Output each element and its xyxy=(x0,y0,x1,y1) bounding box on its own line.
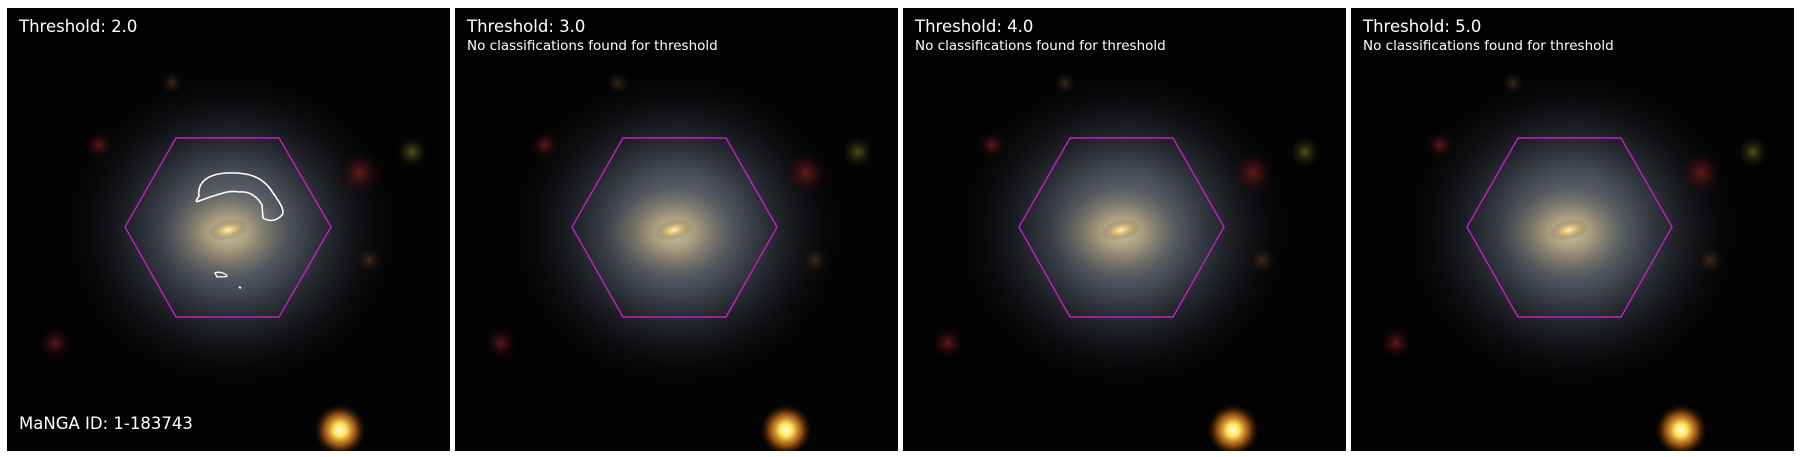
faint-source xyxy=(1501,71,1525,95)
faint-source xyxy=(932,327,964,359)
faint-source xyxy=(1289,136,1321,168)
faint-source xyxy=(39,327,71,359)
image-panel-threshold-2: Threshold: 2.0 MaNGA ID: 1-183743 xyxy=(7,8,450,451)
faint-source xyxy=(1248,246,1276,274)
faint-source xyxy=(396,136,428,168)
image-panel-threshold-3: Threshold: 3.0 No classifications found … xyxy=(455,8,898,451)
faint-source xyxy=(1426,131,1454,159)
no-classifications-note: No classifications found for threshold xyxy=(467,38,718,54)
faint-source xyxy=(1679,151,1723,195)
galaxy-image xyxy=(485,65,874,451)
faint-source xyxy=(1053,71,1077,95)
hexagon-outline-icon xyxy=(1018,137,1225,318)
foreground-star xyxy=(1655,404,1707,451)
faint-source xyxy=(1380,327,1412,359)
galaxy-image xyxy=(39,65,428,451)
contour-line-icon xyxy=(238,286,242,289)
hexagon-outline-icon xyxy=(571,137,778,318)
galaxy-nucleus xyxy=(1549,219,1589,241)
faint-source xyxy=(338,151,382,195)
no-classifications-note: No classifications found for threshold xyxy=(1363,38,1614,54)
faint-source xyxy=(355,246,383,274)
threshold-label: Threshold: 4.0 xyxy=(915,17,1034,36)
faint-source xyxy=(1737,136,1769,168)
manga-id-label: MaNGA ID: 1-183743 xyxy=(19,414,193,433)
image-panel-threshold-5: Threshold: 5.0 No classifications found … xyxy=(1351,8,1794,451)
faint-source xyxy=(160,71,184,95)
faint-source xyxy=(1696,246,1724,274)
faint-source xyxy=(978,131,1006,159)
hexagon-outline-icon xyxy=(1466,137,1673,318)
faint-source xyxy=(485,327,517,359)
image-panel-threshold-4: Threshold: 4.0 No classifications found … xyxy=(903,8,1346,451)
no-classifications-note: No classifications found for threshold xyxy=(915,38,1166,54)
faint-source xyxy=(842,136,874,168)
faint-source xyxy=(85,131,113,159)
faint-source xyxy=(784,151,828,195)
faint-source xyxy=(801,246,829,274)
galaxy-nucleus xyxy=(654,219,694,241)
faint-source xyxy=(531,131,559,159)
galaxy-image xyxy=(1380,65,1769,451)
foreground-star xyxy=(314,404,366,451)
faint-source xyxy=(606,71,630,95)
threshold-label: Threshold: 2.0 xyxy=(19,17,138,36)
galaxy-nucleus xyxy=(1101,219,1141,241)
threshold-label: Threshold: 3.0 xyxy=(467,17,586,36)
faint-source xyxy=(1231,151,1275,195)
galaxy-image xyxy=(932,65,1321,451)
galaxy-nucleus xyxy=(208,219,248,241)
contour-line-icon xyxy=(214,271,228,278)
threshold-label: Threshold: 5.0 xyxy=(1363,17,1482,36)
foreground-star xyxy=(1207,404,1259,451)
hexagon-outline-icon xyxy=(124,137,332,318)
contour-line-icon xyxy=(195,172,284,222)
foreground-star xyxy=(760,404,812,451)
